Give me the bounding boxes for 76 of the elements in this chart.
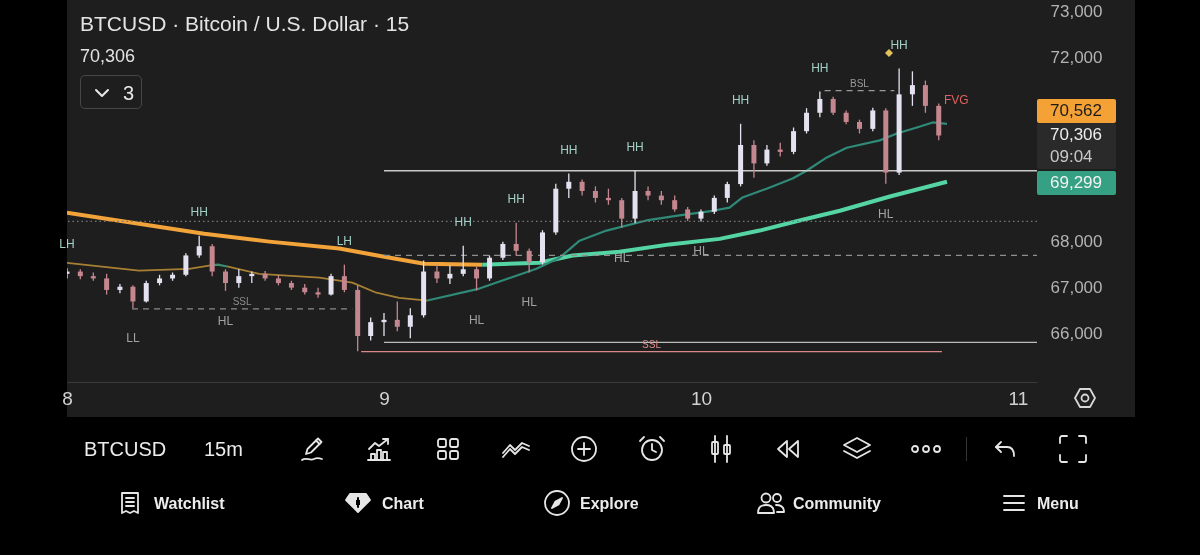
text: BTCUSD xyxy=(84,437,167,461)
candlestick xyxy=(315,287,321,299)
candlestick xyxy=(223,268,228,292)
candlestick xyxy=(368,316,374,342)
series-label: BSL xyxy=(850,77,870,89)
x-tick-label: 11 xyxy=(1008,387,1029,409)
x-tick-label: 9 xyxy=(379,387,390,409)
x-tick-label: 8 xyxy=(62,387,73,409)
candlestick xyxy=(341,263,347,293)
annotation: LH xyxy=(59,237,75,252)
candlestick xyxy=(764,144,770,167)
text: Chart xyxy=(382,494,424,513)
annotation: HH xyxy=(507,191,525,206)
annotation: 3 xyxy=(123,81,135,105)
annotation: LL xyxy=(126,330,140,345)
candlestick xyxy=(619,197,625,229)
y-tick-label: 73,000 xyxy=(1050,2,1103,22)
text: Explore xyxy=(580,494,639,513)
x-tick-label: 10 xyxy=(690,387,713,409)
annotation: HH xyxy=(190,204,208,219)
annotation: HH xyxy=(454,214,472,229)
text: 70,306 xyxy=(1050,125,1102,145)
y-tick-label: 66,000 xyxy=(1050,324,1103,344)
candlestick xyxy=(751,139,757,179)
annotation: LH xyxy=(336,233,353,248)
candlestick xyxy=(817,90,823,119)
candlestick xyxy=(104,273,110,296)
annotation: HH xyxy=(890,37,908,52)
text: 15m xyxy=(204,437,243,461)
text: Menu xyxy=(1037,494,1079,513)
candlestick xyxy=(407,307,413,339)
text: 69,299 xyxy=(1050,173,1102,193)
line-series xyxy=(480,179,949,267)
annotation: HH xyxy=(731,92,750,107)
candlestick xyxy=(724,181,730,204)
annotation: HL xyxy=(693,244,709,259)
candlestick xyxy=(460,245,466,277)
candlestick xyxy=(645,185,651,201)
annotation: FVG xyxy=(944,93,969,107)
candlestick xyxy=(566,172,572,199)
text: Community xyxy=(793,494,881,513)
candlestick xyxy=(711,194,717,215)
candlestick xyxy=(830,96,836,116)
text: 09:04 xyxy=(1050,147,1093,167)
candlestick xyxy=(394,300,400,333)
candlestick xyxy=(513,222,519,257)
candlestick xyxy=(909,70,915,107)
text: Watchlist xyxy=(154,494,225,513)
candlestick xyxy=(804,107,810,135)
annotation: HL xyxy=(217,313,234,328)
text: 70,306 xyxy=(80,45,136,67)
annotation: HH xyxy=(811,60,829,75)
candlestick xyxy=(791,126,797,155)
candlestick xyxy=(922,79,928,114)
annotation: HL xyxy=(878,206,894,221)
candlestick xyxy=(183,252,189,277)
y-tick-label: 67,000 xyxy=(1050,278,1103,298)
candlestick xyxy=(143,280,149,304)
text: BTCUSD · Bitcoin / U.S. Dollar · 15 xyxy=(80,11,410,37)
annotation: HL xyxy=(468,313,485,328)
candlestick xyxy=(870,107,876,132)
candlestick xyxy=(196,234,202,259)
candlestick xyxy=(500,240,506,261)
text: 70,562 xyxy=(1050,101,1102,121)
candlestick xyxy=(236,268,242,289)
candlestick xyxy=(130,284,136,309)
annotation: HL xyxy=(521,295,538,310)
y-tick-label: 68,000 xyxy=(1050,232,1103,252)
annotation: HH xyxy=(626,139,644,154)
candlestick xyxy=(117,283,123,294)
candlestick xyxy=(487,254,493,282)
series-label: SSL xyxy=(232,295,253,307)
y-tick-label: 72,000 xyxy=(1050,48,1103,68)
annotation: HH xyxy=(560,142,578,157)
candlestick xyxy=(474,266,480,292)
candlestick xyxy=(526,247,532,274)
